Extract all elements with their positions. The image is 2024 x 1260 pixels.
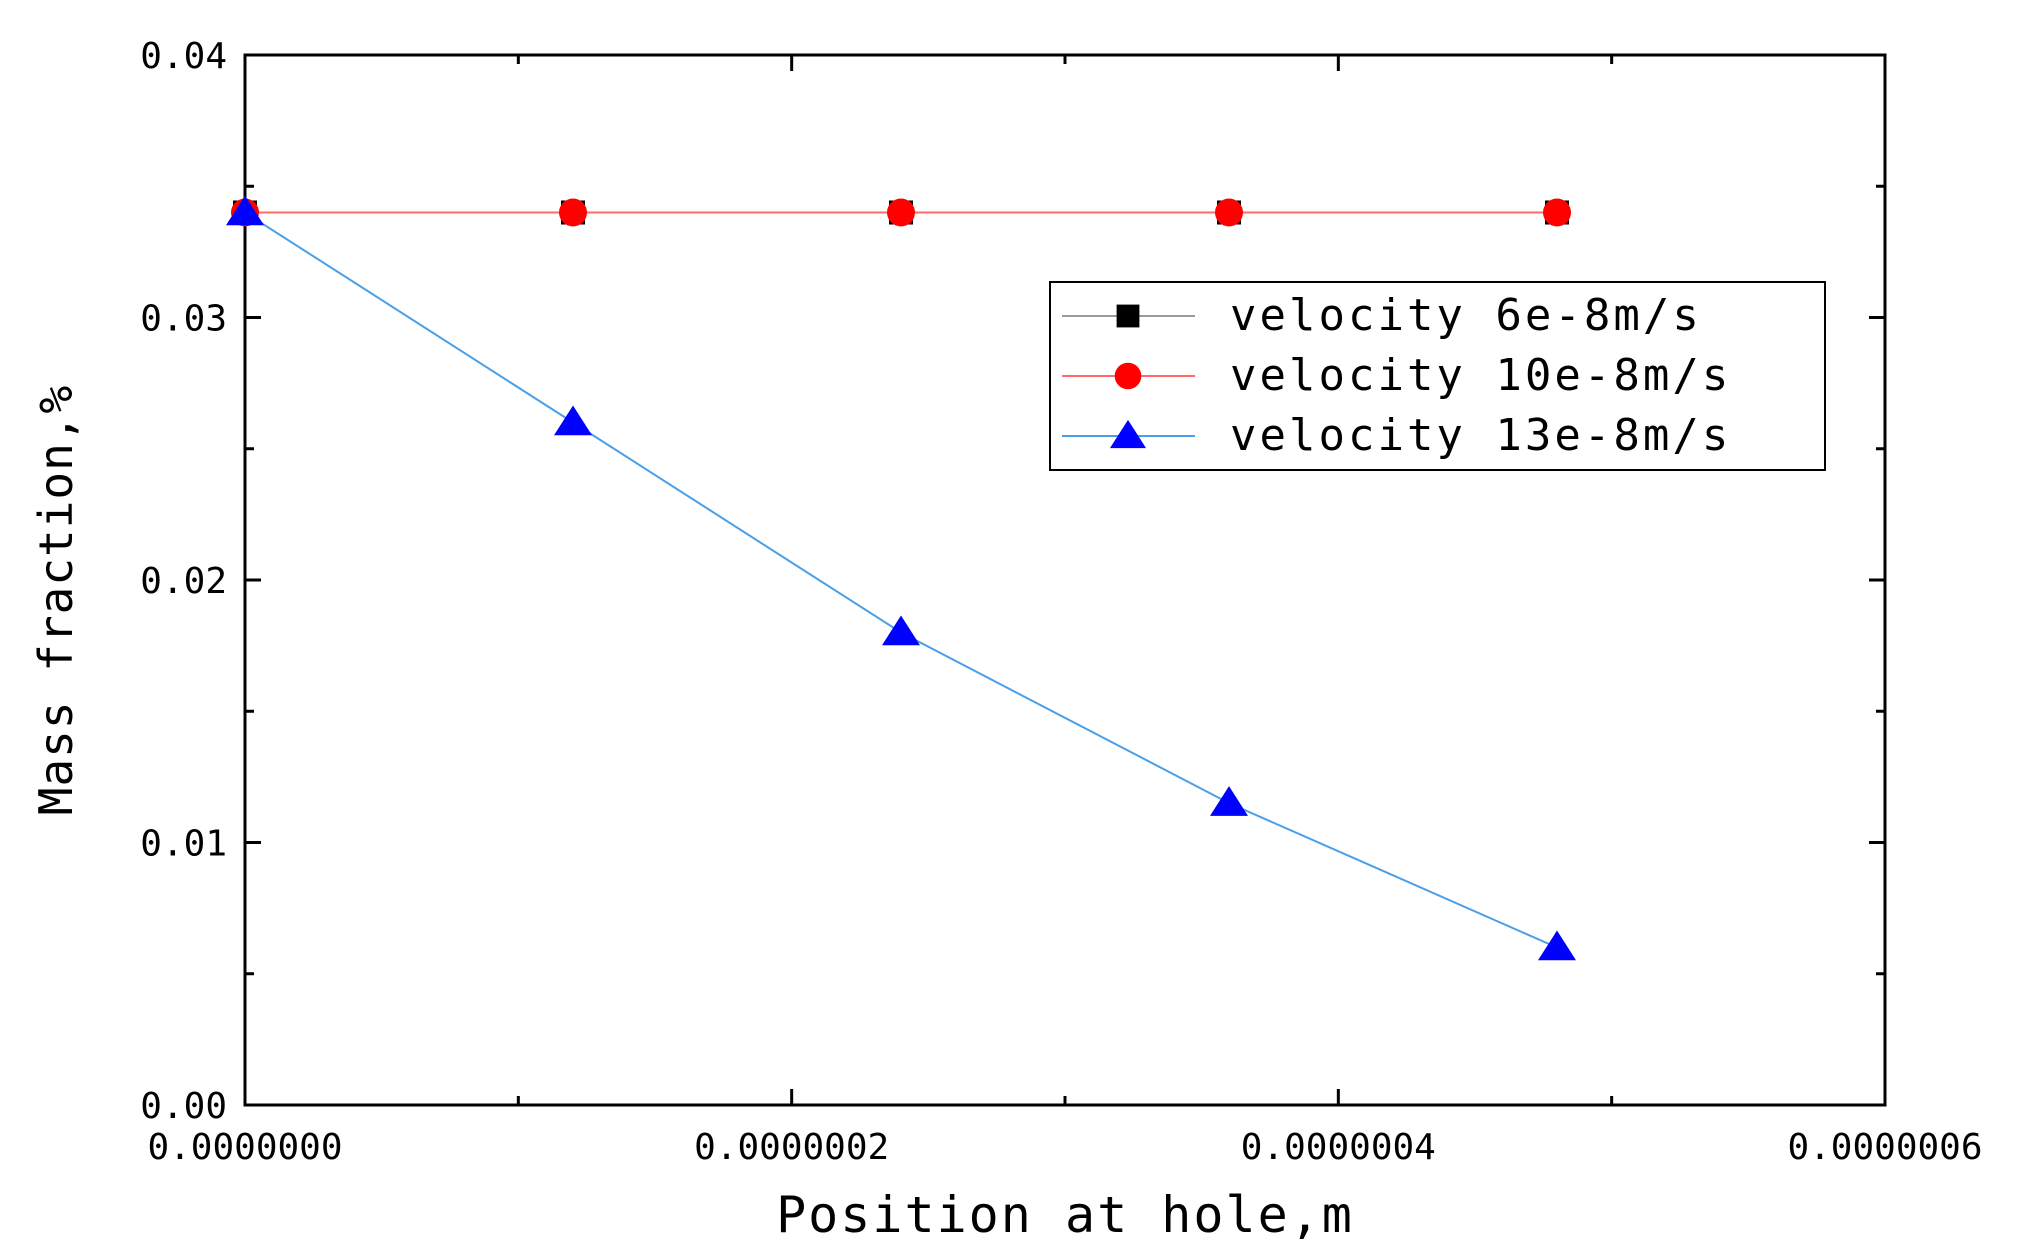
x-tick-label: 0.0000004	[1241, 1127, 1436, 1168]
legend-label-2: velocity 10e-8m/s	[1230, 350, 1731, 401]
series-2-point	[559, 198, 587, 227]
series-3-point	[1538, 930, 1576, 961]
series-2-point	[1543, 198, 1571, 227]
y-tick-label: 0.00	[140, 1086, 227, 1127]
series-2-point	[887, 198, 915, 227]
legend-marker-1	[1116, 304, 1140, 328]
x-tick-label: 0.0000000	[147, 1127, 342, 1168]
series-layer	[226, 195, 1576, 961]
series-3-point	[882, 615, 920, 646]
y-tick-label: 0.02	[140, 561, 227, 602]
x-tick-label: 0.0000002	[694, 1127, 889, 1168]
series-3-point	[554, 405, 592, 436]
series-3-point	[226, 195, 264, 226]
y-tick-label: 0.04	[140, 36, 227, 77]
legend-label-1: velocity 6e-8m/s	[1230, 290, 1702, 341]
legend-label-3: velocity 13e-8m/s	[1230, 410, 1731, 461]
legend-marker-2	[1114, 362, 1142, 390]
series-3-point	[1210, 786, 1248, 816]
x-axis-label: Position at hole,m	[776, 1186, 1354, 1244]
series-2-point	[1215, 198, 1243, 227]
x-tick-label: 0.0000006	[1787, 1127, 1982, 1168]
axes-layer: 0.0000000 0.0000002 0.0000004 0.0000006 0.00…	[140, 36, 1982, 1168]
y-tick-label: 0.01	[140, 824, 227, 865]
legend: velocity 6e-8m/s velocity 10e-8m/s velocit…	[1049, 281, 1826, 471]
legend-marker-3	[1109, 419, 1147, 449]
y-axis-label: Mass fraction,%	[29, 385, 83, 815]
y-tick-label: 0.03	[140, 299, 227, 340]
